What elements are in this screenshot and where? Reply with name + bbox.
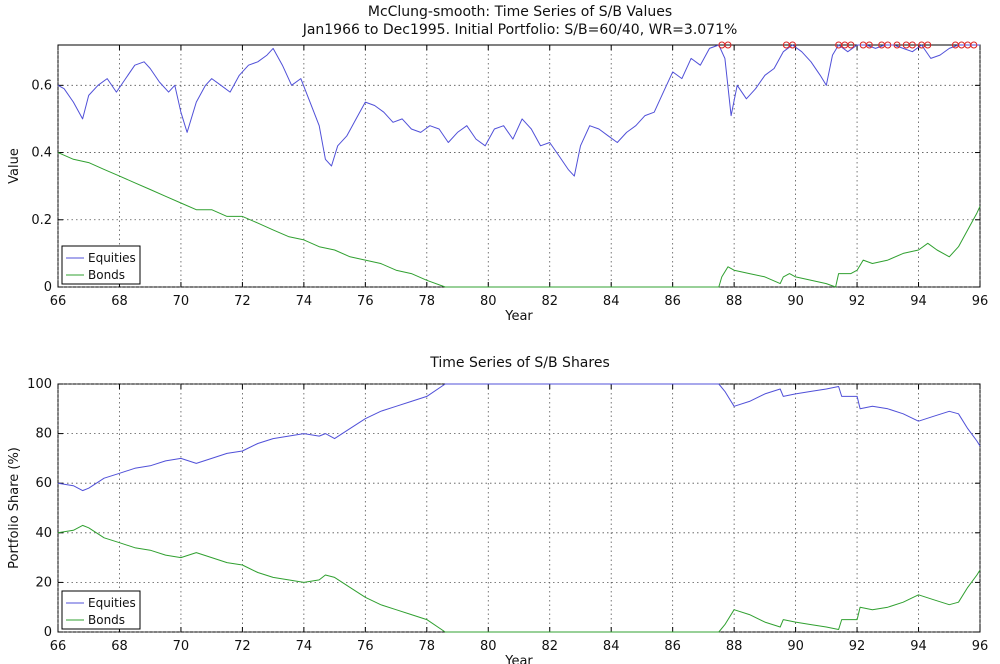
cap-marker — [865, 41, 873, 49]
x-tick-label: 84 — [603, 294, 620, 309]
cap-marker — [970, 41, 978, 49]
y-axis-label: Value — [7, 148, 22, 184]
x-axis-label: Year — [504, 654, 533, 664]
series-line-bonds — [57, 524, 981, 633]
x-axis-label: Year — [504, 309, 533, 324]
y-axis-label: Portfolio Share (%) — [7, 447, 22, 569]
x-tick-label: 90 — [787, 294, 804, 309]
legend-box — [61, 590, 141, 630]
y-tick-label: 0.4 — [31, 146, 52, 161]
y-tick-label: 60 — [35, 476, 52, 491]
y-tick-label: 20 — [35, 575, 52, 590]
x-tick-label: 80 — [480, 639, 497, 654]
y-tick-label: 0.6 — [31, 78, 52, 93]
value-chart: 66 68 70 72 74 76 78 80 82 84 86 88 90 92 94 96 0 0.2 0.4 0… — [7, 41, 989, 324]
x-tick-label: 82 — [541, 294, 558, 309]
cap-marker — [908, 41, 916, 49]
x-tick-label: 86 — [664, 294, 681, 309]
legend-box — [61, 245, 141, 285]
series-line-equities — [57, 44, 980, 177]
x-tick-label: 78 — [419, 294, 436, 309]
x-tick-label: 72 — [234, 294, 251, 309]
cap-marker — [924, 41, 932, 49]
y-tick-label: 0 — [44, 280, 52, 295]
chart1-subtitle: Jan1966 to Dec1995. Initial Portfolio: S… — [302, 22, 738, 38]
x-tick-label: 96 — [972, 294, 989, 309]
x-tick-label: 68 — [111, 294, 128, 309]
cap-marker — [847, 41, 855, 49]
x-tick-label: 78 — [419, 639, 436, 654]
x-tick-label: 82 — [541, 639, 558, 654]
legend-label-bonds: Bonds — [88, 613, 125, 627]
chart2-title: Time Series of S/B Shares — [429, 355, 610, 371]
x-tick-label: 96 — [972, 639, 989, 654]
x-tick-label: 88 — [726, 639, 743, 654]
x-tick-label: 74 — [296, 639, 313, 654]
legend-label-equities: Equities — [88, 251, 136, 265]
series-line-bonds — [57, 152, 981, 288]
x-tick-label: 74 — [296, 294, 313, 309]
x-tick-label: 70 — [173, 294, 190, 309]
x-tick-label: 88 — [726, 294, 743, 309]
cap-marker — [724, 41, 732, 49]
legend-label-equities: Equities — [88, 596, 136, 610]
x-tick-label: 94 — [910, 639, 927, 654]
x-tick-label: 94 — [910, 294, 927, 309]
y-tick-label: 0 — [44, 625, 52, 640]
x-tick-label: 70 — [173, 639, 190, 654]
cap-marker — [884, 41, 892, 49]
y-tick-label: 40 — [35, 526, 52, 541]
x-tick-label: 90 — [787, 639, 804, 654]
legend-label-bonds: Bonds — [88, 268, 125, 282]
x-tick-label: 66 — [50, 294, 67, 309]
x-tick-label: 86 — [664, 639, 681, 654]
x-tick-label: 72 — [234, 639, 251, 654]
x-tick-label: 76 — [357, 639, 374, 654]
cap-marker — [893, 41, 901, 49]
x-tick-label: 66 — [50, 639, 67, 654]
x-tick-label: 84 — [603, 639, 620, 654]
y-tick-label: 80 — [35, 427, 52, 442]
plot-area-2 — [57, 383, 981, 633]
series-line-equities — [57, 383, 981, 492]
cap-marker — [789, 41, 797, 49]
x-tick-label: 92 — [849, 294, 866, 309]
y-tick-label: 0.2 — [31, 213, 52, 228]
x-tick-label: 80 — [480, 294, 497, 309]
plot-area-1 — [57, 44, 981, 288]
chart1-title: McClung-smooth: Time Series of S/B Value… — [368, 4, 672, 20]
y-tick-label: 100 — [27, 377, 52, 392]
x-tick-label: 92 — [849, 639, 866, 654]
x-tick-label: 76 — [357, 294, 374, 309]
share-chart: 66 68 70 72 74 76 78 80 82 84 86 88 90 92 94 96 0 20 40 60 8… — [7, 377, 988, 664]
x-tick-label: 68 — [111, 639, 128, 654]
